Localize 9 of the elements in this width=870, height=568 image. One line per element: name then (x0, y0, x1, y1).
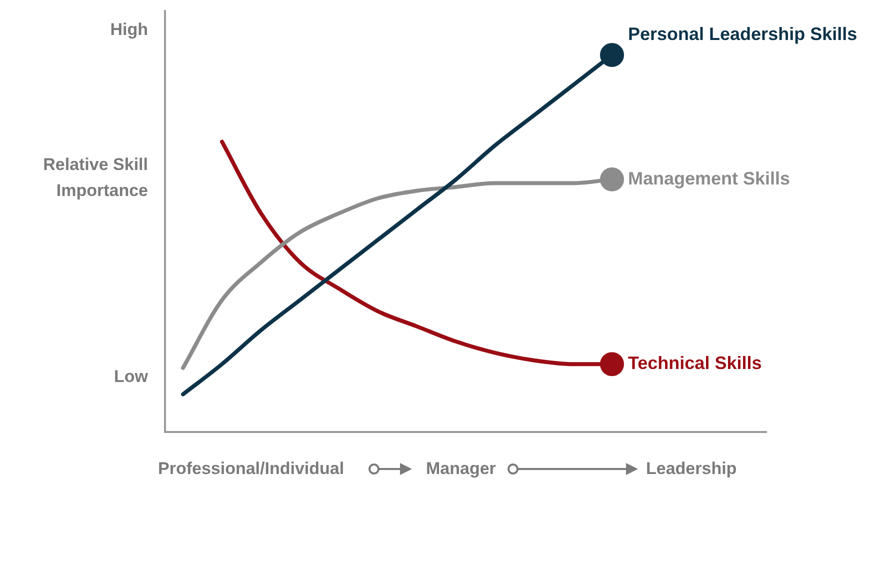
text: Manager (426, 459, 496, 479)
text: Leadership (646, 459, 737, 479)
y-axis-title: Relative Skill Importance (42, 154, 148, 202)
text: High (110, 20, 148, 40)
text: Professional/Individual (158, 459, 344, 479)
series-label: Technical Skills (628, 353, 762, 374)
series-label: Management Skills (628, 168, 790, 188)
text: Low (114, 367, 148, 387)
series-label: Personal Leadership Skills (628, 24, 858, 44)
